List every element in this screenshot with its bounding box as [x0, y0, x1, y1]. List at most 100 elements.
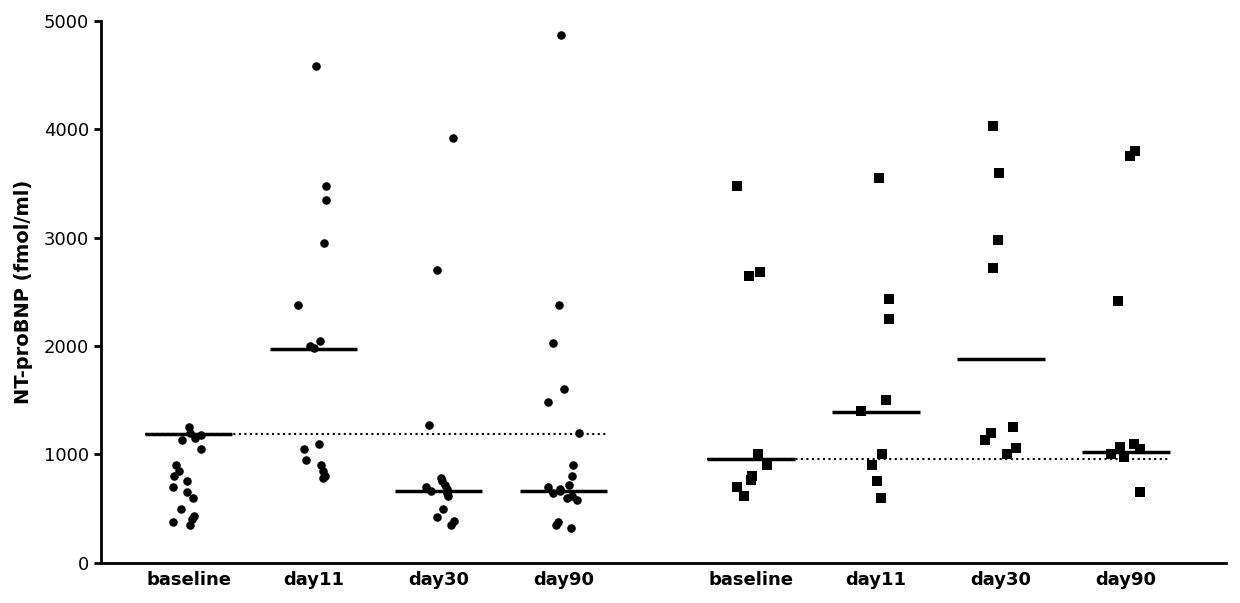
- Point: [169, 466, 188, 476]
- Point: [739, 271, 759, 280]
- Point: [422, 487, 441, 496]
- Point: [179, 423, 198, 432]
- Point: [164, 472, 184, 481]
- Point: [166, 461, 186, 470]
- Point: [306, 62, 326, 71]
- Point: [185, 511, 205, 521]
- Point: [415, 482, 435, 491]
- Point: [869, 173, 889, 183]
- Point: [873, 450, 893, 459]
- Point: [164, 482, 184, 491]
- Point: [1110, 442, 1130, 452]
- Point: [436, 484, 456, 494]
- Point: [983, 121, 1003, 131]
- Point: [300, 341, 320, 351]
- Point: [551, 30, 570, 40]
- Point: [184, 493, 203, 502]
- Point: [554, 385, 574, 394]
- Point: [191, 444, 211, 454]
- Point: [877, 396, 897, 405]
- Point: [444, 516, 464, 525]
- Point: [181, 520, 201, 529]
- Point: [1125, 439, 1145, 449]
- Point: [546, 520, 565, 529]
- Point: [551, 487, 570, 496]
- Point: [310, 336, 330, 346]
- Point: [879, 314, 899, 324]
- Y-axis label: NT-proBNP (fmol/ml): NT-proBNP (fmol/ml): [14, 180, 33, 404]
- Point: [186, 434, 206, 443]
- Point: [568, 495, 588, 505]
- Point: [1126, 146, 1146, 156]
- Point: [172, 435, 192, 445]
- Point: [438, 491, 458, 500]
- Point: [304, 343, 324, 353]
- Point: [289, 300, 309, 310]
- Point: [1109, 295, 1128, 305]
- Point: [562, 491, 582, 500]
- Point: [559, 480, 579, 490]
- Point: [1115, 452, 1135, 461]
- Point: [756, 461, 776, 470]
- Point: [990, 168, 1009, 177]
- Point: [1101, 450, 1121, 459]
- Point: [976, 435, 996, 445]
- Point: [316, 195, 336, 204]
- Point: [314, 238, 334, 248]
- Point: [433, 476, 453, 486]
- Point: [997, 450, 1017, 459]
- Point: [560, 523, 580, 533]
- Point: [171, 504, 191, 513]
- Point: [296, 455, 316, 465]
- Point: [549, 300, 569, 310]
- Point: [867, 476, 887, 486]
- Point: [311, 461, 331, 470]
- Point: [749, 450, 769, 459]
- Point: [562, 472, 582, 481]
- Point: [538, 397, 558, 407]
- Point: [164, 517, 184, 526]
- Point: [548, 517, 568, 526]
- Point: [728, 181, 748, 191]
- Point: [879, 295, 899, 305]
- Point: [1130, 487, 1149, 497]
- Point: [419, 420, 439, 430]
- Point: [734, 491, 754, 500]
- Point: [558, 493, 578, 502]
- Point: [316, 181, 336, 191]
- Point: [569, 428, 589, 438]
- Point: [727, 482, 746, 491]
- Point: [862, 461, 882, 470]
- Point: [1003, 423, 1023, 432]
- Point: [538, 482, 558, 491]
- Point: [743, 472, 763, 481]
- Point: [750, 268, 770, 277]
- Point: [312, 473, 332, 483]
- Point: [435, 480, 455, 490]
- Point: [742, 476, 761, 485]
- Point: [872, 493, 892, 502]
- Point: [428, 265, 448, 275]
- Point: [563, 461, 583, 470]
- Point: [981, 428, 1001, 438]
- Point: [181, 514, 201, 524]
- Point: [180, 428, 200, 438]
- Point: [543, 338, 563, 347]
- Point: [1131, 444, 1151, 454]
- Point: [1006, 443, 1025, 453]
- Point: [432, 473, 451, 483]
- Point: [436, 488, 456, 498]
- Point: [1121, 151, 1141, 161]
- Point: [309, 439, 329, 449]
- Point: [551, 484, 570, 494]
- Point: [543, 488, 563, 498]
- Point: [988, 235, 1008, 245]
- Point: [433, 504, 453, 513]
- Point: [177, 476, 197, 486]
- Point: [427, 513, 446, 522]
- Point: [312, 466, 332, 476]
- Point: [851, 406, 870, 416]
- Point: [177, 487, 197, 497]
- Point: [441, 520, 461, 529]
- Point: [443, 133, 463, 143]
